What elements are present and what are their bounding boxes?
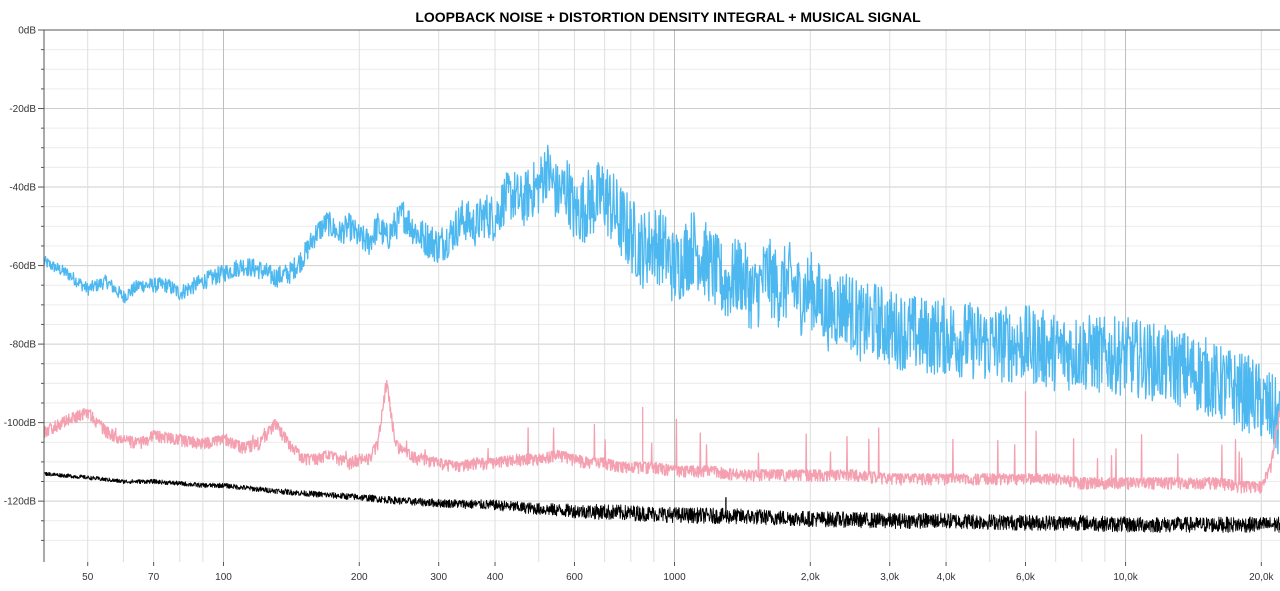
signal-line bbox=[43, 144, 1280, 455]
distortion-line bbox=[43, 379, 1280, 494]
y-tick-label: -40dB bbox=[9, 183, 36, 194]
x-tick-label: 200 bbox=[351, 572, 368, 583]
x-tick-label: 6,0k bbox=[1016, 572, 1036, 583]
x-tick-label: 1000 bbox=[663, 572, 686, 583]
x-tick-label: 20,0k bbox=[1249, 572, 1274, 583]
x-tick-label: 400 bbox=[487, 572, 504, 583]
x-tick-label: 100 bbox=[215, 572, 232, 583]
x-tick-label: 50 bbox=[82, 572, 94, 583]
series-group bbox=[43, 144, 1280, 533]
y-tick-label: -80dB bbox=[9, 340, 36, 351]
y-tick-label: -60dB bbox=[9, 261, 36, 272]
x-tick-label: 4,0k bbox=[937, 572, 957, 583]
x-axis: 50 70 100 200 300 400 600 1000 2,0k 3,0k 4,0k 6,0k 1… bbox=[82, 562, 1275, 583]
x-tick-label: 600 bbox=[566, 572, 583, 583]
grid bbox=[43, 29, 1280, 562]
x-tick-label: 10,0k bbox=[1113, 572, 1138, 583]
x-tick-label: 70 bbox=[148, 572, 160, 583]
x-tick-label: 300 bbox=[430, 572, 447, 583]
y-tick-label: -20dB bbox=[9, 104, 36, 115]
y-axis: 0dB -20dB -40dB -60dB -80dB -100dB -120dB bbox=[4, 26, 44, 541]
noise-floor-line bbox=[43, 471, 1280, 533]
y-tick-label: -120dB bbox=[4, 497, 37, 508]
x-tick-label: 2,0k bbox=[801, 572, 821, 583]
chart-title: LOOPBACK NOISE + DISTORTION DENSITY INTE… bbox=[415, 9, 921, 25]
y-tick-label: 0dB bbox=[18, 26, 36, 37]
y-tick-label: -100dB bbox=[4, 418, 37, 429]
x-tick-label: 3,0k bbox=[880, 572, 900, 583]
